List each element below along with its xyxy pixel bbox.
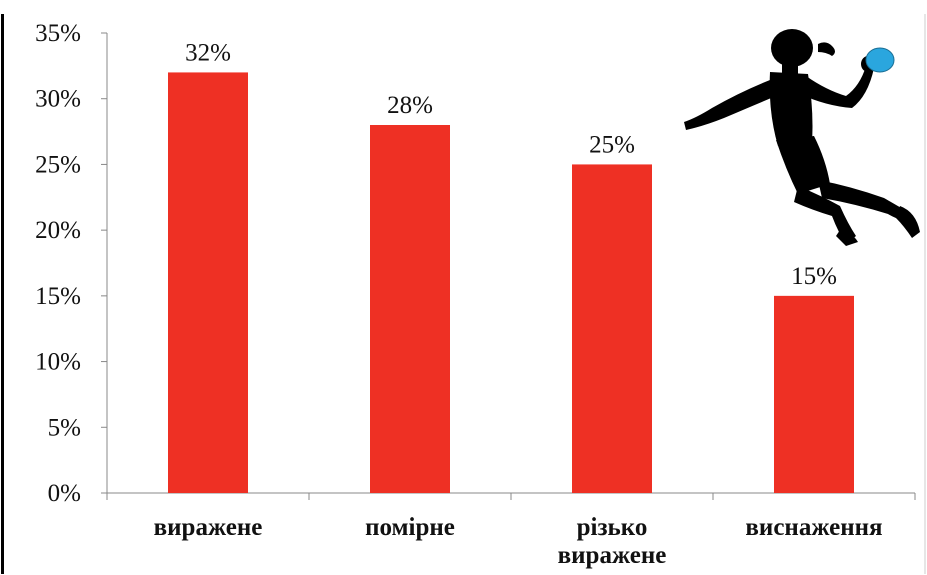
y-tick-label: 20% bbox=[35, 217, 81, 244]
data-labels: 32% 28% 25% 15% bbox=[185, 39, 837, 289]
bar bbox=[370, 125, 450, 493]
frame-left-border bbox=[1, 14, 4, 574]
x-axis bbox=[106, 492, 916, 500]
data-label: 25% bbox=[589, 131, 635, 158]
y-axis: 0% 5% 10% 15% 20% 25% 30% 35% bbox=[35, 20, 108, 507]
bars bbox=[168, 72, 854, 493]
bar bbox=[572, 164, 652, 493]
y-tick-label: 25% bbox=[35, 151, 81, 178]
y-tick-label: 35% bbox=[35, 20, 81, 47]
category-label: помірне bbox=[365, 514, 455, 541]
handball-player-icon bbox=[684, 29, 920, 246]
y-tick-label: 15% bbox=[35, 283, 81, 310]
y-tick-label: 10% bbox=[35, 349, 81, 376]
category-label: виснаження bbox=[745, 514, 882, 541]
data-label: 15% bbox=[791, 263, 837, 290]
bar bbox=[774, 295, 854, 493]
category-label: різько виражене bbox=[558, 514, 667, 569]
frame-right-border bbox=[924, 14, 926, 574]
y-tick-label: 5% bbox=[48, 414, 81, 441]
y-tick-label: 30% bbox=[35, 86, 81, 113]
data-label: 32% bbox=[185, 39, 231, 66]
y-tick-label: 0% bbox=[48, 480, 81, 507]
category-label: виражене bbox=[154, 514, 263, 541]
bar bbox=[168, 72, 248, 493]
data-label: 28% bbox=[387, 92, 433, 119]
category-labels: виражене помірне різько виражене виснаження bbox=[154, 514, 883, 569]
